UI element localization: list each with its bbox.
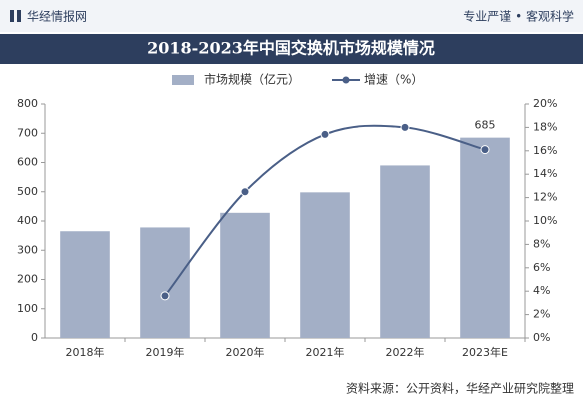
bar [140,227,190,338]
bar [380,165,430,338]
bar [220,212,270,338]
y2-tick-label: 10% [533,214,557,227]
line-point [240,187,250,197]
bar [300,192,350,338]
x-tick-label: 2019年 [146,345,185,359]
y2-tick-label: 12% [533,191,557,204]
slogan: 专业严谨 • 客观科学 [463,9,574,24]
y2-tick-label: 0% [533,331,550,344]
y-tick-label: 800 [17,97,38,110]
title-bar [0,34,583,64]
y2-tick-label: 18% [533,120,557,133]
line-point [320,129,330,139]
x-tick-label: 2022年 [386,345,425,359]
y-tick-label: 300 [17,243,38,256]
y2-tick-label: 6% [533,261,550,274]
y-tick-label: 200 [17,273,38,286]
line-point [480,145,490,155]
x-tick-label: 2023年E [462,345,508,359]
y-tick-label: 500 [17,185,38,198]
line-point [160,291,170,301]
y-tick-label: 600 [17,156,38,169]
logo-mark [17,10,21,22]
line-point [400,122,410,132]
logo-mark [10,10,14,22]
x-tick-label: 2020年 [226,345,265,359]
legend-swatch [172,75,194,85]
y2-tick-label: 14% [533,167,557,180]
bar [460,137,510,338]
y-tick-label: 0 [31,331,38,344]
brand: 华经情报网 [27,9,87,24]
legend-label: 市场规模（亿元） [204,72,300,87]
x-tick-label: 2021年 [306,345,345,359]
chart-title: 2018-2023年中国交换机市场规模情况 [147,39,435,58]
y2-tick-label: 20% [533,97,557,110]
y-tick-label: 400 [17,214,38,227]
y2-tick-label: 8% [533,237,550,250]
x-tick-label: 2018年 [66,345,105,359]
y2-tick-label: 2% [533,308,550,321]
y-tick-label: 700 [17,126,38,139]
legend-swatch [342,76,350,84]
legend-label: 增速（%） [364,73,423,87]
value-label: 685 [475,119,496,132]
y-tick-label: 100 [17,302,38,315]
y2-tick-label: 4% [533,284,550,297]
bar [60,231,110,338]
header-bar [0,0,583,32]
source: 资料来源：公开资料，华经产业研究院整理 [346,381,574,396]
y2-tick-label: 16% [533,144,557,157]
